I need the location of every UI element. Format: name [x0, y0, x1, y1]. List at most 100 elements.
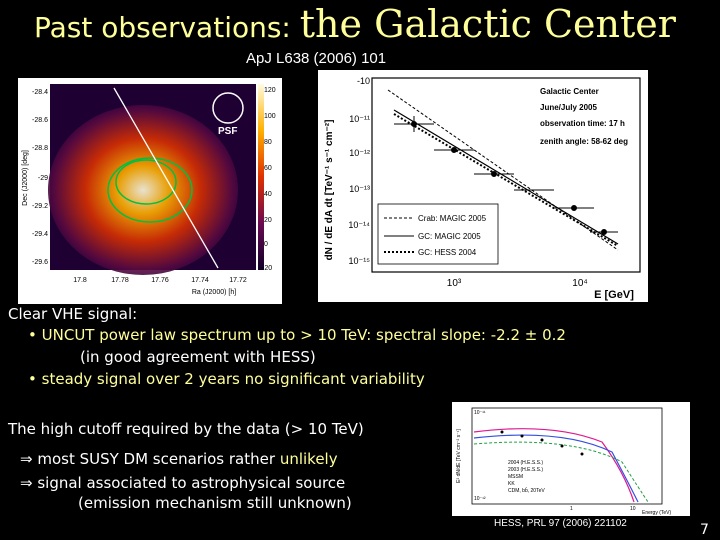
- hess-y-tick: 10⁻¹²: [474, 496, 486, 502]
- skymap-y-tick: -29: [38, 175, 48, 182]
- implication-1: ⇒ most SUSY DM scenarios rather unlikely: [20, 450, 338, 468]
- skymap-y-label: Dec (J2000) [deg]: [22, 150, 29, 206]
- hess-legend-entry: 2003 (H.E.S.S.): [508, 467, 543, 473]
- hess-frame: [471, 407, 663, 505]
- colorbar-tick: 40: [264, 191, 272, 198]
- hess-y-tick: 10⁻¹¹: [474, 410, 486, 416]
- spectrum-y-label: dN / dE dA dt [TeV⁻¹ s⁻¹ cm⁻²]: [324, 120, 335, 261]
- legend-entry: Crab: MAGIC 2005: [418, 214, 487, 223]
- hess-legend-entry: MSSM: [508, 474, 523, 480]
- skymap-y-tick: -29.4: [32, 231, 48, 238]
- colorbar-tick: 120: [264, 87, 276, 94]
- psf-label: PSF: [218, 126, 237, 137]
- hess-svg: E² dN/dE [TeV cm⁻² s⁻¹] 10⁻¹¹ 10⁻¹² 1 10…: [456, 407, 672, 516]
- spectrum-y-tick: 10⁻¹⁵: [349, 256, 371, 266]
- hess-legend-entry: KK: [508, 481, 515, 487]
- implication-1-highlight: unlikely: [279, 450, 338, 468]
- skymap-contour: [115, 159, 177, 205]
- mssm-curve: [473, 428, 635, 503]
- legend-entry: GC: MAGIC 2005: [418, 232, 481, 241]
- colorbar-tick: 60: [264, 165, 272, 172]
- implication-2: ⇒ signal associated to astrophysical sou…: [20, 474, 346, 492]
- skymap-y-tick: -29.6: [32, 259, 48, 266]
- hess-point: [500, 430, 504, 434]
- skymap-svg: PSF 120 100 80 60 40 20 0 -20 -28.4 -28.…: [22, 84, 276, 296]
- skymap-emission: [48, 105, 238, 275]
- skymap-x-tick: 17.72: [229, 277, 247, 284]
- psf-circle: [212, 92, 244, 124]
- skymap-y-tick: -28.4: [32, 89, 48, 96]
- spectrum-y-tick: 10⁻¹¹: [349, 114, 370, 124]
- implication-2-note: (emission mechanism still unknown): [78, 494, 352, 512]
- spectrum-info: observation time: 17 h: [540, 119, 625, 128]
- bullet-item-1-note: (in good agreement with HESS): [80, 348, 316, 366]
- hess-point: [580, 452, 584, 456]
- colorbar-tick: 100: [264, 113, 276, 120]
- hess-y-label: E² dN/dE [TeV cm⁻² s⁻¹]: [456, 429, 462, 483]
- cutoff-line: The high cutoff required by the data (> …: [8, 420, 364, 438]
- title-main: the Galactic Center: [299, 2, 676, 46]
- skymap-contour-outer: [107, 157, 193, 223]
- skymap-x-tick: 17.78: [111, 277, 129, 284]
- skymap-y-tick: -29.2: [32, 203, 48, 210]
- spectrum-info: Galactic Center: [540, 87, 599, 96]
- colorbar: [258, 84, 264, 270]
- hess-point: [560, 444, 564, 448]
- spectrum-x-label: E [GeV]: [594, 289, 634, 301]
- spectrum-y-tick: 10⁻¹²: [349, 148, 370, 158]
- skymap-x-tick: 17.76: [151, 277, 169, 284]
- hess-figure: E² dN/dE [TeV cm⁻² s⁻¹] 10⁻¹¹ 10⁻¹² 1 10…: [452, 402, 690, 516]
- hess-x-label: Energy (TeV): [642, 510, 672, 516]
- galactic-plane-line: [113, 87, 219, 269]
- crab-spectrum-line: [387, 89, 619, 251]
- cdm-curve: [473, 441, 649, 503]
- spectrum-figure: dN / dE dA dt [TeV⁻¹ s⁻¹ cm⁻²] -10 10⁻¹¹…: [318, 70, 648, 302]
- reference-bottom: HESS, PRL 97 (2006) 221102: [494, 518, 627, 529]
- spectrum-x-tick: 10³: [447, 278, 462, 289]
- skymap-y-tick: -28.6: [32, 117, 48, 124]
- legend-entry: GC: HESS 2004: [418, 248, 477, 257]
- bullet-item-2-text-a: steady signal over 2 years: [41, 370, 240, 388]
- spectrum-legend: [377, 203, 499, 265]
- bullet-item-2-text-b: no significant variability: [244, 370, 425, 388]
- hess-x-tick: 1: [570, 506, 573, 512]
- hess-point: [540, 438, 544, 442]
- bullet-item-2: • steady signal over 2 years no signific…: [28, 370, 425, 388]
- spectrum-point: [451, 147, 457, 153]
- colorbar-tick: 0: [264, 241, 268, 248]
- skymap-x-tick: 17.8: [73, 277, 87, 284]
- skymap-x-tick: 17.74: [191, 277, 209, 284]
- hess-legend-entry: CDM, bb̄, 20TeV: [508, 487, 545, 494]
- hess-point: [520, 434, 524, 438]
- slide-title: Past observations: the Galactic Center: [34, 2, 676, 46]
- gc-hess-spectrum-line: [393, 113, 619, 247]
- spectrum-y-tick: 10⁻¹⁴: [348, 220, 370, 230]
- skymap-figure: PSF 120 100 80 60 40 20 0 -20 -28.4 -28.…: [18, 78, 282, 304]
- spectrum-y-tick: 10⁻¹³: [349, 184, 370, 194]
- bullet-dot-icon: •: [28, 370, 37, 388]
- skymap-y-tick: -28.8: [32, 145, 48, 152]
- spectrum-x-tick: 10⁴: [572, 278, 587, 289]
- colorbar-tick: -20: [262, 265, 272, 272]
- spectrum-info: June/July 2005: [540, 103, 597, 112]
- colorbar-tick: 80: [264, 139, 272, 146]
- spectrum-point: [601, 229, 607, 235]
- spectrum-y-tick: -10: [357, 76, 370, 86]
- spectrum-point: [491, 171, 497, 177]
- spectrum-info: zenith angle: 58-62 deg: [540, 137, 628, 146]
- bullet-item-1-text-a: UNCUT power law spectrum up to > 10 TeV:: [41, 326, 372, 344]
- bullet-dot-icon: •: [28, 326, 37, 344]
- hess-x-tick: 10: [630, 506, 636, 512]
- reference-top: ApJ L638 (2006) 101: [246, 50, 387, 67]
- bullet-item-1-text-b: spectral slope: -2.2 ± 0.2: [376, 326, 566, 344]
- bullet-item-1: • UNCUT power law spectrum up to > 10 Te…: [28, 326, 566, 344]
- implication-1-text: ⇒ most SUSY DM scenarios rather: [20, 450, 276, 468]
- bullets-heading: Clear VHE signal:: [8, 305, 138, 323]
- skymap-x-label: Ra (J2000) [h]: [192, 289, 236, 296]
- title-prefix: Past observations:: [34, 11, 291, 44]
- spectrum-svg: dN / dE dA dt [TeV⁻¹ s⁻¹ cm⁻²] -10 10⁻¹¹…: [324, 76, 641, 301]
- hess-legend-entry: 2004 (H.E.S.S.): [508, 460, 543, 466]
- colorbar-tick: 20: [264, 217, 272, 224]
- gc-magic-spectrum-line: [393, 109, 619, 245]
- slide-number: 7: [700, 522, 709, 538]
